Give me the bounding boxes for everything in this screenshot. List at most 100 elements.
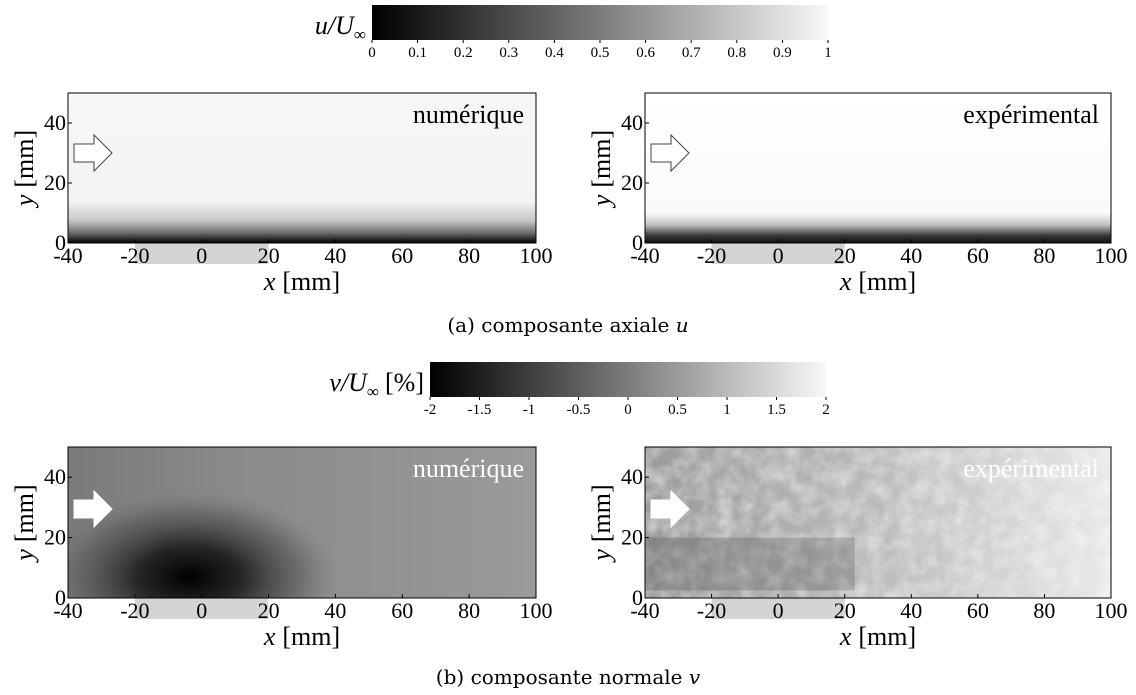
caption-text: (b) composante normale: [436, 665, 683, 689]
x-tick-label: 100: [1095, 598, 1128, 623]
x-axis-unit: [mm]: [858, 267, 916, 296]
x-tick-label: -40: [630, 598, 659, 623]
y-tick-label: 40: [621, 110, 643, 135]
x-tick-label: 0: [196, 598, 207, 623]
plate: [711, 598, 845, 619]
x-axis-unit: [mm]: [282, 622, 340, 651]
y-axis-var: y: [587, 549, 616, 564]
caption-symbol: u: [676, 313, 689, 337]
y-axis-unit: [mm]: [10, 130, 39, 188]
caption: (a) composante axiale u: [447, 313, 688, 337]
x-tick-label: 40: [324, 243, 346, 268]
plate: [134, 598, 269, 619]
x-axis-var: x: [263, 622, 276, 651]
colorbar-tick-label: -1.5: [468, 402, 492, 418]
colorbar-label-unit: [%]: [385, 368, 424, 397]
x-axis-label: x [mm]: [263, 622, 340, 651]
field: [68, 93, 536, 243]
colorbar-tick-label: -1: [523, 402, 536, 418]
y-tick-label: 20: [44, 525, 66, 550]
caption-text: (a) composante axiale: [447, 313, 669, 337]
x-tick-label: -40: [53, 243, 82, 268]
colorbar-label-sub: ∞: [354, 25, 366, 44]
colorbar-tick-label: 1: [723, 402, 731, 418]
y-axis-label: y [mm]: [587, 484, 616, 563]
y-tick-label: 40: [44, 464, 66, 489]
colorbar-tick-label: 0.5: [591, 45, 610, 61]
colorbar-tick-label: -2: [424, 402, 437, 418]
plot-frame: [67, 446, 537, 599]
x-tick-label: 60: [391, 598, 413, 623]
plot-frame: [644, 92, 1112, 244]
panel-title: expérimental: [963, 100, 1099, 129]
field-noise: [645, 447, 1111, 598]
x-tick-label: 40: [900, 598, 922, 623]
colorbar: [430, 362, 826, 397]
x-axis-unit: [mm]: [282, 267, 340, 296]
x-tick-label: 20: [834, 598, 856, 623]
x-tick-label: -40: [630, 243, 659, 268]
y-axis-label: y [mm]: [10, 130, 39, 209]
x-tick-label: 80: [1033, 598, 1055, 623]
colorbar-tick-label: 0.8: [727, 45, 746, 61]
caption: (b) composante normale v: [436, 665, 701, 689]
panel-title: numérique: [413, 454, 524, 483]
x-tick-label: -20: [120, 243, 149, 268]
y-axis-label: y [mm]: [10, 484, 39, 563]
colorbar-tick-label: -0.5: [567, 402, 591, 418]
y-axis-unit: [mm]: [10, 484, 39, 542]
x-axis-label: x [mm]: [839, 267, 916, 296]
plot-frame: [67, 92, 537, 244]
caption-symbol: v: [689, 665, 701, 689]
y-axis-label: y [mm]: [587, 130, 616, 209]
colorbar-tick-label: 0.5: [668, 402, 687, 418]
colorbar-tick-label: 1: [824, 45, 832, 61]
panel-title: numérique: [413, 100, 524, 129]
x-tick-label: 0: [773, 243, 784, 268]
x-tick-label: 100: [520, 243, 553, 268]
colorbar-label-var: u/U: [315, 11, 356, 40]
colorbar-tick-label: 0.4: [545, 45, 564, 61]
x-tick-label: 80: [458, 243, 480, 268]
colorbar-tick-label: 1.5: [767, 402, 786, 418]
x-tick-label: 100: [520, 598, 553, 623]
colorbar-tick-label: 0: [624, 402, 632, 418]
y-axis-var: y: [587, 194, 616, 209]
plate: [711, 243, 845, 264]
colorbar-tick-label: 0.1: [408, 45, 427, 61]
x-tick-label: 60: [967, 243, 989, 268]
field: [68, 447, 536, 598]
x-tick-label: 20: [258, 243, 280, 268]
x-axis-var: x: [839, 622, 852, 651]
x-axis-label: x [mm]: [263, 267, 340, 296]
colorbar-tick-label: 0.7: [682, 45, 701, 61]
flow-arrow: [650, 133, 690, 173]
colorbar-tick-label: 0.9: [773, 45, 792, 61]
x-tick-label: 0: [196, 243, 207, 268]
x-tick-label: 80: [1033, 243, 1055, 268]
x-tick-label: 0: [773, 598, 784, 623]
flow-arrow: [73, 489, 113, 529]
field: [645, 93, 1111, 243]
colorbar-label-var: v/U: [329, 368, 369, 397]
y-tick-label: 0: [55, 585, 66, 610]
x-tick-label: 20: [834, 243, 856, 268]
colorbar: [372, 5, 828, 40]
flow-arrow: [73, 133, 113, 173]
y-tick-label: 0: [55, 230, 66, 255]
x-tick-label: -20: [697, 243, 726, 268]
y-tick-label: 0: [632, 585, 643, 610]
y-tick-label: 20: [621, 525, 643, 550]
colorbar-tick-label: 0.2: [454, 45, 473, 61]
colorbar-tick-label: 2: [822, 402, 830, 418]
colorbar-label: u/U∞: [315, 11, 366, 44]
y-axis-unit: [mm]: [587, 484, 616, 542]
x-tick-label: 40: [324, 598, 346, 623]
x-tick-label: 80: [458, 598, 480, 623]
plate: [134, 243, 269, 264]
panel-title: expérimental: [963, 454, 1099, 483]
x-axis-var: x: [263, 267, 276, 296]
y-axis-var: y: [10, 549, 39, 564]
colorbar-label-sub: ∞: [367, 382, 379, 401]
